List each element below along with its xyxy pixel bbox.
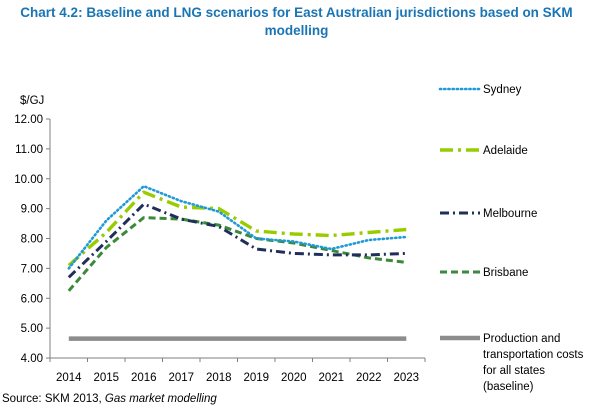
y-tick-label: 11.00 (15, 144, 43, 156)
chart-title: Chart 4.2: Baseline and LNG scenarios fo… (20, 5, 573, 38)
series-line-adelaide (67, 190, 407, 267)
x-ticks: 2014 2015 2016 2017 2018 2019 2020 2021 2022 2023 (49, 358, 426, 384)
x-tick-label: 2018 (206, 372, 232, 384)
source-title: Gas market modelling (104, 393, 217, 405)
source-prefix: Source: SKM 2013, (2, 393, 105, 405)
legend-label: Brisbane (483, 267, 528, 279)
y-tick-label: 8.00 (21, 234, 43, 246)
y-tick-label: 4.00 (21, 353, 43, 365)
series-line-brisbane (67, 216, 407, 292)
series-lines (67, 184, 408, 341)
x-tick-label: 2017 (168, 372, 194, 384)
x-tick-label: 2022 (356, 372, 382, 384)
legend-label: transportation costs (483, 349, 584, 361)
y-tick-label: 5.00 (21, 323, 43, 335)
series-line-sydney (67, 184, 408, 270)
x-tick-label: 2020 (281, 372, 307, 384)
legend-label: (baseline) (483, 381, 534, 393)
y-tick-label: 10.00 (14, 174, 43, 186)
source-note: Source: SKM 2013, Gas market modelling (2, 393, 217, 405)
legend-label: Sydney (483, 84, 522, 96)
legend-label: Adelaide (483, 145, 528, 157)
legend: Sydney Adelaide Melbourne Brisbane Productio… (438, 84, 584, 393)
legend-label: for all states (483, 365, 545, 377)
x-tick-label: 2015 (93, 372, 119, 384)
y-tick-label: 12.00 (14, 114, 43, 126)
y-tick-label: 7.00 (21, 263, 43, 275)
y-axis-label: $/GJ (20, 95, 44, 107)
series-line-melbourne (67, 202, 407, 279)
x-tick-label: 2016 (131, 372, 157, 384)
legend-label: Melbourne (483, 208, 537, 220)
legend-label: Production and (483, 333, 560, 345)
y-tick-label: 9.00 (21, 204, 43, 216)
x-tick-label: 2019 (243, 372, 269, 384)
y-ticks: 4.00 5.00 6.00 7.00 8.00 9.00 10.00 11.00 12.00 (14, 114, 50, 365)
x-tick-label: 2021 (318, 372, 344, 384)
y-tick-label: 6.00 (21, 293, 43, 305)
x-tick-label: 2023 (393, 372, 419, 384)
axes (49, 119, 425, 359)
x-tick-label: 2014 (56, 372, 82, 384)
